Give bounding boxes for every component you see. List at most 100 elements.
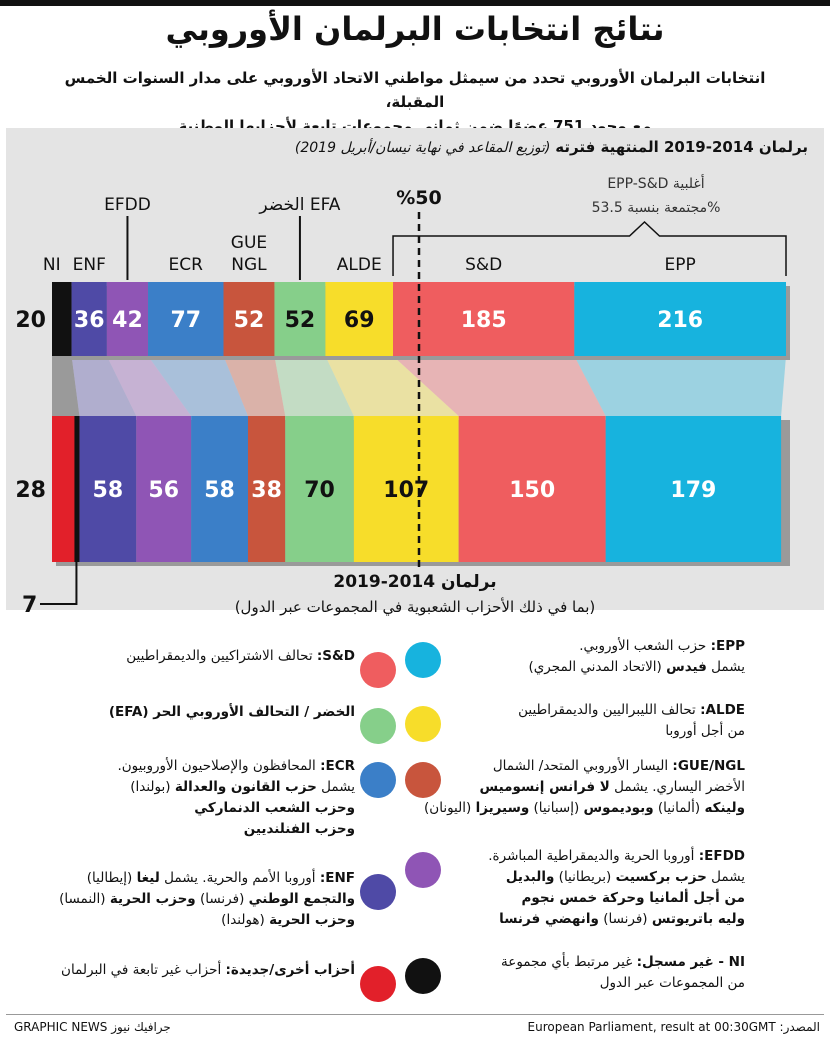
upper-bar-0 (52, 282, 72, 356)
legend-line: NI - غير مسجل: غير مرتبط بأي مجموعة (410, 952, 745, 973)
lower-bar-1 (79, 416, 137, 562)
legend-text-part: (اليونان) (424, 800, 476, 816)
legend-bold-text: EFDD: (698, 848, 745, 864)
legend-text-part: (هولندا) (221, 912, 270, 928)
legend-line: GUE/NGL: اليسار الأوروبي المتحد/ الشمال (410, 756, 745, 777)
legend-line: ALDE: تحالف الليبراليين والديمقراطيين (410, 700, 745, 721)
connector-0 (52, 356, 80, 416)
legend-text-ni: NI - غير مسجل: غير مرتبط بأي مجموعة من ال… (410, 952, 745, 994)
upper-chart-title: برلمان 2014-2019 المنتهية فترته (توزيع ا… (295, 138, 808, 156)
lower-value-8: 179 (670, 478, 716, 503)
legend-bold-text: الخضر / التحالف الأوروبي الحر (EFA) (108, 704, 355, 720)
legend-text-part: من المجموعات عبر الدول (599, 975, 745, 991)
legend-bold-text: وحزب الفنلنديين (243, 821, 355, 837)
legend-line: الأخضر اليساري. يشمل لا فرانس إنسوميس (410, 777, 745, 798)
upper-value-7: 185 (461, 308, 507, 333)
upper-value-5: 52 (285, 308, 316, 333)
legend-bold-text: وليه باتريوتس (651, 911, 745, 927)
lower-value-4: 38 (251, 478, 282, 503)
upper-category-7: S&D (465, 255, 502, 275)
connector-1 (71, 356, 137, 416)
legend-text-part: الأخضر اليساري. يشمل (609, 779, 745, 795)
upper-category-2: EFDD (104, 195, 151, 215)
legend-bold-text: حزب القانون والعدالة (174, 779, 317, 795)
upper-category-5: الخضر EFA (258, 195, 340, 215)
legend-text-part: (إيطاليا) (86, 870, 137, 886)
group-legend: EPP: حزب الشعب الأوروبي. يشمل فيدس (الاتح… (0, 630, 830, 1002)
source-note: European Parliament, result at 00:30GMT … (527, 1020, 821, 1034)
legend-text-part: أحزاب غير تابعة في البرلمان (61, 962, 226, 978)
upper-category-3: ECR (169, 255, 204, 275)
page-title: نتائج انتخابات البرلمان الأوروبي (165, 10, 665, 48)
ni-extra-leader (40, 562, 78, 605)
legend-bold-text: وانهضي فرنسا (499, 911, 599, 927)
legend-bold-text: S&D: (316, 648, 355, 664)
legend-line: يشمل فيدس (الاتحاد المدني المجري) (410, 657, 745, 678)
legend-bold-text: ECR: (320, 758, 355, 774)
lower-bar-6 (353, 416, 459, 562)
legend-text-part: (النمسا) (59, 891, 110, 907)
connector-5 (274, 356, 354, 416)
upper-value-1: 36 (74, 308, 105, 333)
upper-value-8: 216 (657, 308, 703, 333)
legend-bold-text: أحزاب أخرى/جديدة: (225, 962, 355, 978)
legend-line: S&D: تحالف الاشتراكيين والديمقراطيين (25, 646, 355, 667)
legend-text-part: (فرنسا) (598, 911, 652, 927)
legend-line: أحزاب أخرى/جديدة: أحزاب غير تابعة في الب… (25, 960, 355, 981)
footer-rule (6, 1014, 824, 1015)
lower-value-5: 70 (304, 478, 335, 503)
lower-bar-5 (285, 416, 354, 562)
lower-bar-4 (247, 416, 286, 562)
connector-8 (574, 356, 786, 416)
upper-value-4: 52 (234, 308, 265, 333)
legend-bold-text: وسيريزا (475, 800, 530, 816)
upper-category-1: ENF (73, 255, 106, 275)
upper-category-4: NGL (231, 255, 267, 275)
upper-bar-2 (106, 282, 149, 356)
upper-bar-1 (71, 282, 107, 356)
legend-line: وليه باتريوتس (فرنسا) وانهضي فرنسا (410, 909, 745, 930)
legend-text-part: (بريطانيا) (554, 869, 616, 885)
legend-text-part: يشمل (706, 659, 745, 675)
connector-3 (148, 356, 248, 416)
legend-line: يشمل حزب بركسيت (بريطانيا) والبديل (410, 867, 745, 888)
legend-line: الخضر / التحالف الأوروبي الحر (EFA) (25, 702, 355, 723)
connector-7 (393, 356, 606, 416)
legend-bold-text: وحزب الحرية (269, 912, 355, 928)
subtitle-line-1: انتخابات البرلمان الأوروبي تحدد من سيمثل… (64, 69, 766, 111)
legend-bold-text: GUE/NGL: (672, 758, 745, 774)
legend-text-enf: ENF: أوروبا الأمم والحرية. يشمل ليغا (إي… (25, 868, 355, 931)
legend-text-part: (الاتحاد المدني المجري) (528, 659, 667, 675)
top-rule (0, 0, 830, 6)
lower-bar-8 (605, 416, 782, 562)
legend-swatch-efdd (405, 852, 441, 888)
legend-text-part: يشمل (706, 869, 745, 885)
legend-bold-text: ولينكه (704, 800, 745, 816)
legend-swatch-ni (405, 958, 441, 994)
legend-text-greens: الخضر / التحالف الأوروبي الحر (EFA) (25, 702, 355, 723)
legend-text-alde: ALDE: تحالف الليبراليين والديمقراطيين من … (410, 700, 745, 742)
lower-bar-7 (458, 416, 606, 562)
upper-value-3: 77 (170, 308, 201, 333)
legend-line: ولينكه (ألمانيا) وبوديموس (إسبانيا) وسير… (410, 798, 745, 819)
legend-line: وحزب الشعب الدنماركي (25, 798, 355, 819)
majority-bracket (392, 220, 787, 276)
legend-text-part: (بولندا) (130, 779, 175, 795)
legend-line: ECR: المحافظون والإصلاحيون الأوروبيون. (25, 756, 355, 777)
legend-swatch-epp (405, 642, 441, 678)
legend-bold-text: فيدس (666, 659, 707, 675)
legend-text-part: غير مرتبط بأي مجموعة (501, 954, 637, 970)
upper-value-6: 69 (344, 308, 375, 333)
legend-text-epp: EPP: حزب الشعب الأوروبي. يشمل فيدس (الاتح… (410, 636, 745, 678)
legend-text-part: يشمل (316, 779, 355, 795)
credit: GRAPHIC NEWS جرافيك نيوز (14, 1020, 171, 1034)
legend-bold-text: وحزب الحرية (109, 891, 196, 907)
legend-bold-text: EPP: (710, 638, 745, 654)
legend-text-part: (فرنسا) (195, 891, 249, 907)
legend-line: من أجل أوروبا (410, 721, 745, 742)
upper-category-4-line1: GUE (231, 233, 267, 253)
legend-swatch-ecr (360, 762, 396, 798)
legend-text-part: المحافظون والإصلاحيون الأوروبيون. (117, 758, 321, 774)
legend-line: يشمل حزب القانون والعدالة (بولندا) (25, 777, 355, 798)
connector-6 (325, 356, 459, 416)
